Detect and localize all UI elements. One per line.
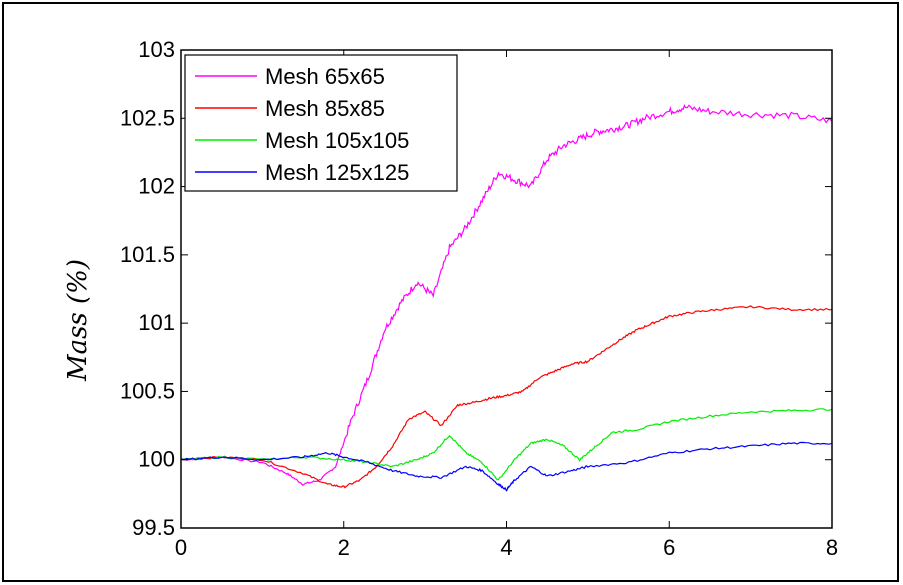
- y-tick-label: 102.5: [120, 105, 175, 130]
- y-tick-label: 103: [138, 37, 175, 62]
- x-tick-label: 6: [663, 535, 675, 560]
- series-line-1: [180, 103, 833, 486]
- x-tick-label: 0: [175, 535, 187, 560]
- plot-area: 0 2 4 6 8 99.5 100 100.5 101 101.5 102 102.5 103: [120, 37, 838, 560]
- y-tick-label: 102: [138, 174, 175, 199]
- legend-box: [184, 54, 458, 192]
- series-line-2: [180, 305, 833, 489]
- y-tick-label: 100: [138, 447, 175, 472]
- series-line-3: [180, 408, 833, 481]
- y-axis-label: Mass (%): [63, 259, 93, 382]
- x-tick-label: 8: [826, 535, 838, 560]
- y-tick-label: 100.5: [120, 378, 175, 403]
- legend-label: Mesh 85x85: [265, 96, 385, 121]
- legend: Mesh 65x65 Mesh 85x85 Mesh 105x105 Mesh 125…: [184, 54, 458, 192]
- legend-label: Mesh 125x125: [265, 160, 409, 185]
- series-line-4: [180, 441, 833, 492]
- x-tick-label: 4: [500, 535, 512, 560]
- y-tick-label: 101: [138, 310, 175, 335]
- y-tick-label: 101.5: [120, 242, 175, 267]
- y-tick-label: 99.5: [132, 515, 175, 540]
- legend-label: Mesh 65x65: [265, 64, 385, 89]
- x-tick-label: 2: [338, 535, 350, 560]
- legend-label: Mesh 105x105: [265, 128, 409, 153]
